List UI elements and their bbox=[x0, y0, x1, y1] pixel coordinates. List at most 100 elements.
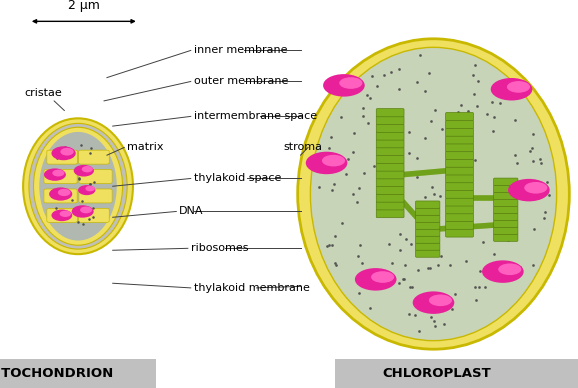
Ellipse shape bbox=[60, 148, 74, 156]
Ellipse shape bbox=[524, 182, 547, 194]
Ellipse shape bbox=[53, 170, 64, 177]
FancyBboxPatch shape bbox=[446, 151, 473, 159]
FancyBboxPatch shape bbox=[79, 208, 109, 222]
Text: cristae: cristae bbox=[24, 88, 62, 98]
FancyBboxPatch shape bbox=[494, 234, 518, 241]
Ellipse shape bbox=[491, 78, 532, 100]
FancyBboxPatch shape bbox=[376, 178, 404, 187]
Ellipse shape bbox=[80, 206, 92, 213]
Ellipse shape bbox=[44, 168, 66, 181]
FancyBboxPatch shape bbox=[47, 208, 77, 222]
FancyBboxPatch shape bbox=[376, 155, 404, 163]
FancyBboxPatch shape bbox=[446, 221, 473, 229]
FancyBboxPatch shape bbox=[0, 359, 156, 388]
FancyBboxPatch shape bbox=[376, 140, 404, 148]
FancyBboxPatch shape bbox=[376, 132, 404, 140]
Text: DNA: DNA bbox=[179, 206, 203, 217]
FancyBboxPatch shape bbox=[47, 150, 77, 164]
Ellipse shape bbox=[508, 179, 550, 201]
Text: ribosomes: ribosomes bbox=[191, 243, 248, 253]
Ellipse shape bbox=[78, 185, 95, 195]
Ellipse shape bbox=[429, 294, 452, 306]
FancyBboxPatch shape bbox=[446, 167, 473, 175]
FancyBboxPatch shape bbox=[446, 175, 473, 183]
Text: inner membrane: inner membrane bbox=[194, 45, 287, 55]
Text: matrix: matrix bbox=[127, 142, 164, 152]
FancyBboxPatch shape bbox=[494, 213, 518, 220]
FancyBboxPatch shape bbox=[446, 229, 473, 237]
Ellipse shape bbox=[51, 210, 72, 221]
FancyBboxPatch shape bbox=[376, 194, 404, 202]
Ellipse shape bbox=[58, 189, 71, 196]
FancyBboxPatch shape bbox=[446, 113, 473, 121]
FancyBboxPatch shape bbox=[494, 178, 518, 185]
FancyBboxPatch shape bbox=[376, 147, 404, 156]
FancyBboxPatch shape bbox=[79, 189, 112, 203]
Ellipse shape bbox=[74, 165, 94, 177]
FancyBboxPatch shape bbox=[446, 159, 473, 167]
FancyBboxPatch shape bbox=[376, 186, 404, 194]
Text: CHLOROPLAST: CHLOROPLAST bbox=[382, 367, 491, 380]
FancyBboxPatch shape bbox=[446, 198, 473, 206]
Ellipse shape bbox=[39, 132, 117, 241]
FancyBboxPatch shape bbox=[376, 163, 404, 171]
FancyBboxPatch shape bbox=[335, 359, 578, 388]
FancyBboxPatch shape bbox=[376, 124, 404, 132]
FancyBboxPatch shape bbox=[494, 199, 518, 206]
FancyBboxPatch shape bbox=[416, 208, 440, 215]
FancyBboxPatch shape bbox=[79, 170, 112, 184]
Text: outer membrane: outer membrane bbox=[194, 76, 288, 87]
FancyBboxPatch shape bbox=[446, 190, 473, 198]
FancyBboxPatch shape bbox=[446, 120, 473, 128]
Ellipse shape bbox=[498, 263, 521, 275]
Ellipse shape bbox=[306, 152, 347, 174]
Ellipse shape bbox=[86, 186, 95, 191]
FancyBboxPatch shape bbox=[416, 222, 440, 229]
FancyBboxPatch shape bbox=[494, 206, 518, 213]
FancyBboxPatch shape bbox=[494, 192, 518, 199]
FancyBboxPatch shape bbox=[376, 116, 404, 125]
FancyBboxPatch shape bbox=[446, 144, 473, 152]
Ellipse shape bbox=[507, 81, 530, 93]
Ellipse shape bbox=[72, 205, 94, 218]
Ellipse shape bbox=[29, 123, 127, 249]
FancyBboxPatch shape bbox=[416, 243, 440, 250]
Text: 2 μm: 2 μm bbox=[68, 0, 100, 12]
Ellipse shape bbox=[323, 74, 365, 97]
Ellipse shape bbox=[355, 268, 397, 291]
FancyBboxPatch shape bbox=[494, 227, 518, 234]
Ellipse shape bbox=[413, 291, 454, 314]
FancyBboxPatch shape bbox=[446, 206, 473, 214]
FancyBboxPatch shape bbox=[494, 220, 518, 227]
FancyBboxPatch shape bbox=[446, 182, 473, 191]
Ellipse shape bbox=[339, 77, 362, 89]
FancyBboxPatch shape bbox=[494, 185, 518, 192]
Ellipse shape bbox=[322, 155, 345, 166]
Text: stroma: stroma bbox=[283, 142, 322, 152]
FancyBboxPatch shape bbox=[416, 215, 440, 222]
FancyBboxPatch shape bbox=[446, 213, 473, 222]
FancyBboxPatch shape bbox=[376, 171, 404, 179]
Ellipse shape bbox=[81, 166, 93, 172]
Text: thylakoid space: thylakoid space bbox=[194, 173, 281, 184]
Ellipse shape bbox=[51, 146, 76, 160]
FancyBboxPatch shape bbox=[44, 189, 77, 203]
FancyBboxPatch shape bbox=[446, 128, 473, 136]
Ellipse shape bbox=[34, 127, 123, 245]
FancyBboxPatch shape bbox=[416, 250, 440, 257]
Ellipse shape bbox=[49, 187, 72, 201]
Ellipse shape bbox=[371, 271, 394, 283]
Ellipse shape bbox=[482, 260, 524, 283]
FancyBboxPatch shape bbox=[416, 236, 440, 243]
FancyBboxPatch shape bbox=[416, 201, 440, 208]
Ellipse shape bbox=[60, 211, 71, 217]
FancyBboxPatch shape bbox=[446, 136, 473, 144]
FancyBboxPatch shape bbox=[376, 109, 404, 117]
FancyBboxPatch shape bbox=[376, 202, 404, 210]
Ellipse shape bbox=[310, 47, 557, 341]
Text: thylakoid membrane: thylakoid membrane bbox=[194, 283, 309, 293]
Text: MITOCHONDRION: MITOCHONDRION bbox=[0, 367, 114, 380]
Ellipse shape bbox=[298, 39, 569, 349]
FancyBboxPatch shape bbox=[416, 229, 440, 236]
FancyBboxPatch shape bbox=[376, 210, 404, 218]
